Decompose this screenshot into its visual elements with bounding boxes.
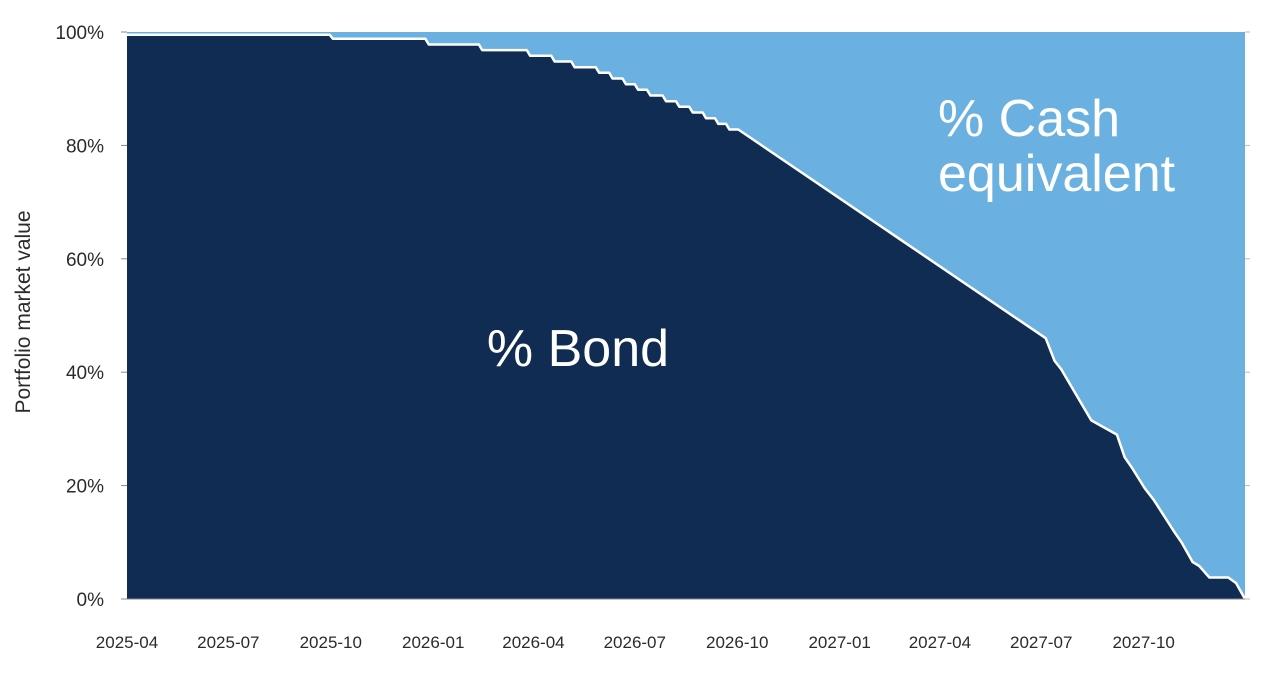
x-tick-label: 2026-04 xyxy=(502,633,564,652)
x-tick-label: 2027-07 xyxy=(1010,633,1072,652)
y-tick-label: 100% xyxy=(55,23,104,44)
bond-series-label: % Bond xyxy=(487,320,669,378)
x-tick-label: 2027-10 xyxy=(1112,633,1174,652)
plot-area xyxy=(127,32,1247,600)
x-tick-label: 2025-04 xyxy=(96,633,158,652)
y-axis: 0% 20% 40% 60% 80% 100% xyxy=(55,23,1250,611)
x-tick-label: 2026-01 xyxy=(402,633,464,652)
y-tick-label: 40% xyxy=(66,363,104,384)
y-tick-label: 0% xyxy=(77,590,105,611)
x-tick-label: 2026-07 xyxy=(604,633,666,652)
x-tick-label: 2025-10 xyxy=(300,633,362,652)
x-tick-label: 2026-10 xyxy=(706,633,768,652)
bond-area xyxy=(127,34,1245,600)
x-tick-label: 2025-07 xyxy=(197,633,259,652)
x-axis: 2025-04 2025-07 2025-10 2026-01 2026-04 2026-… xyxy=(96,598,1245,652)
x-tick-label: 2027-01 xyxy=(808,633,870,652)
bond-cash-boundary-line xyxy=(127,33,1247,600)
y-tick-label: 20% xyxy=(66,477,104,498)
x-tick-label: 2027-04 xyxy=(909,633,971,652)
cash-series-label-line: % Cash xyxy=(938,90,1120,148)
y-tick-label: 80% xyxy=(66,136,104,157)
cash-series-label-line: equivalent xyxy=(938,145,1176,203)
y-tick-label: 60% xyxy=(66,250,104,271)
y-axis-label: Portfolio market value xyxy=(12,210,35,413)
